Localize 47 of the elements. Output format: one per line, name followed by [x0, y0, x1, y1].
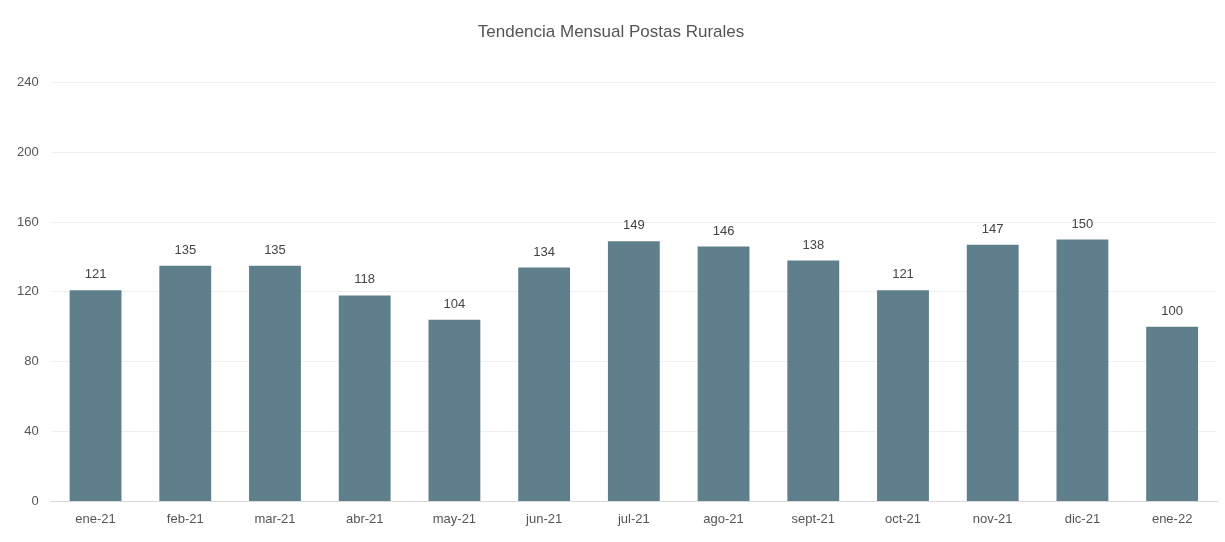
y-tick-label: 240 [16, 73, 39, 89]
x-tick-label: oct-21 [884, 510, 922, 526]
y-tick-label: 120 [16, 283, 39, 299]
data-label: 135 [174, 241, 197, 257]
data-label: 147 [981, 220, 1004, 236]
y-tick-label: 0 [31, 492, 39, 508]
bar [338, 295, 391, 501]
x-tick-label: ene-21 [75, 510, 116, 526]
bar [697, 246, 750, 501]
bar [159, 265, 212, 501]
data-label: 100 [1161, 302, 1183, 318]
bar [1146, 326, 1199, 501]
bar [877, 290, 929, 501]
data-label: 118 [354, 271, 376, 287]
x-tick-label: sept-21 [791, 510, 835, 526]
data-label: 134 [533, 243, 555, 259]
bar [966, 244, 1019, 501]
y-tick-label: 80 [24, 353, 39, 369]
data-label: 146 [712, 222, 735, 238]
data-label: 149 [622, 217, 645, 233]
data-label: 121 [892, 266, 914, 282]
bar [787, 260, 840, 501]
x-tick-label: may-21 [432, 510, 477, 526]
data-label: 138 [802, 236, 825, 252]
y-tick-label: 200 [16, 143, 39, 159]
bar [69, 290, 122, 501]
x-tick-label: jul-21 [616, 510, 650, 526]
bar [607, 241, 660, 501]
data-label: 135 [264, 241, 286, 257]
x-tick-label: dic-21 [1064, 510, 1101, 526]
x-tick-label: feb-21 [166, 510, 204, 526]
x-tick-label: abr-21 [345, 510, 384, 526]
chart-title: Tendencia Mensual Postas Rurales [477, 21, 745, 41]
bar [1056, 239, 1109, 501]
x-tick-label: mar-21 [254, 510, 296, 526]
y-tick-label: 160 [16, 213, 39, 229]
x-tick-label: nov-21 [972, 510, 1013, 526]
x-tick-label: ene-22 [1151, 510, 1193, 526]
bar [428, 319, 481, 501]
bar [249, 265, 301, 501]
y-tick-label: 40 [24, 423, 39, 439]
x-tick-label: ago-21 [703, 510, 744, 526]
x-tick-label: jun-21 [525, 510, 563, 526]
data-label: 150 [1071, 215, 1094, 231]
data-label: 121 [84, 266, 107, 282]
data-label: 104 [443, 295, 466, 311]
bar [518, 267, 571, 501]
